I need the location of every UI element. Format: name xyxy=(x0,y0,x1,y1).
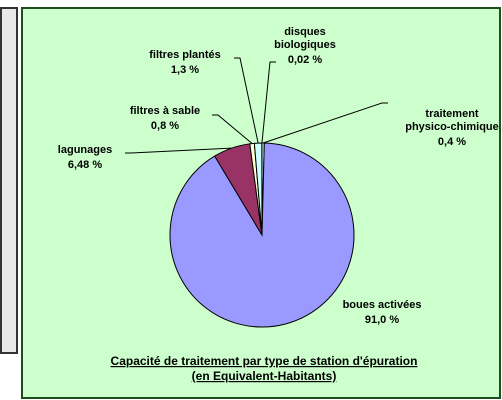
value-label: 0,02 % xyxy=(288,54,322,66)
value-label: 91,0 % xyxy=(365,314,399,326)
side-panel xyxy=(0,7,18,354)
chart-title: Capacité de traitement par type de stati… xyxy=(111,354,418,368)
value-label: 6,48 % xyxy=(68,159,102,171)
category-label: lagunages xyxy=(58,144,112,156)
leader-line xyxy=(212,114,253,144)
leader-line xyxy=(125,147,232,154)
category-label: traitement physico-chimique xyxy=(405,108,499,133)
value-label: 0,8 % xyxy=(151,120,179,132)
leader-line xyxy=(262,102,388,144)
chart-subtitle: (en Equivalent-Habitants) xyxy=(192,369,337,383)
value-label: 1,3 % xyxy=(171,64,199,76)
category-label: filtres plantés xyxy=(149,49,221,61)
category-label: filtres à sable xyxy=(130,105,200,117)
leader-line xyxy=(261,61,276,144)
category-label: disques biologiques xyxy=(274,26,336,51)
value-label: 0,4 % xyxy=(438,136,466,148)
category-label: boues activées xyxy=(343,299,422,311)
leader-line xyxy=(234,57,259,144)
